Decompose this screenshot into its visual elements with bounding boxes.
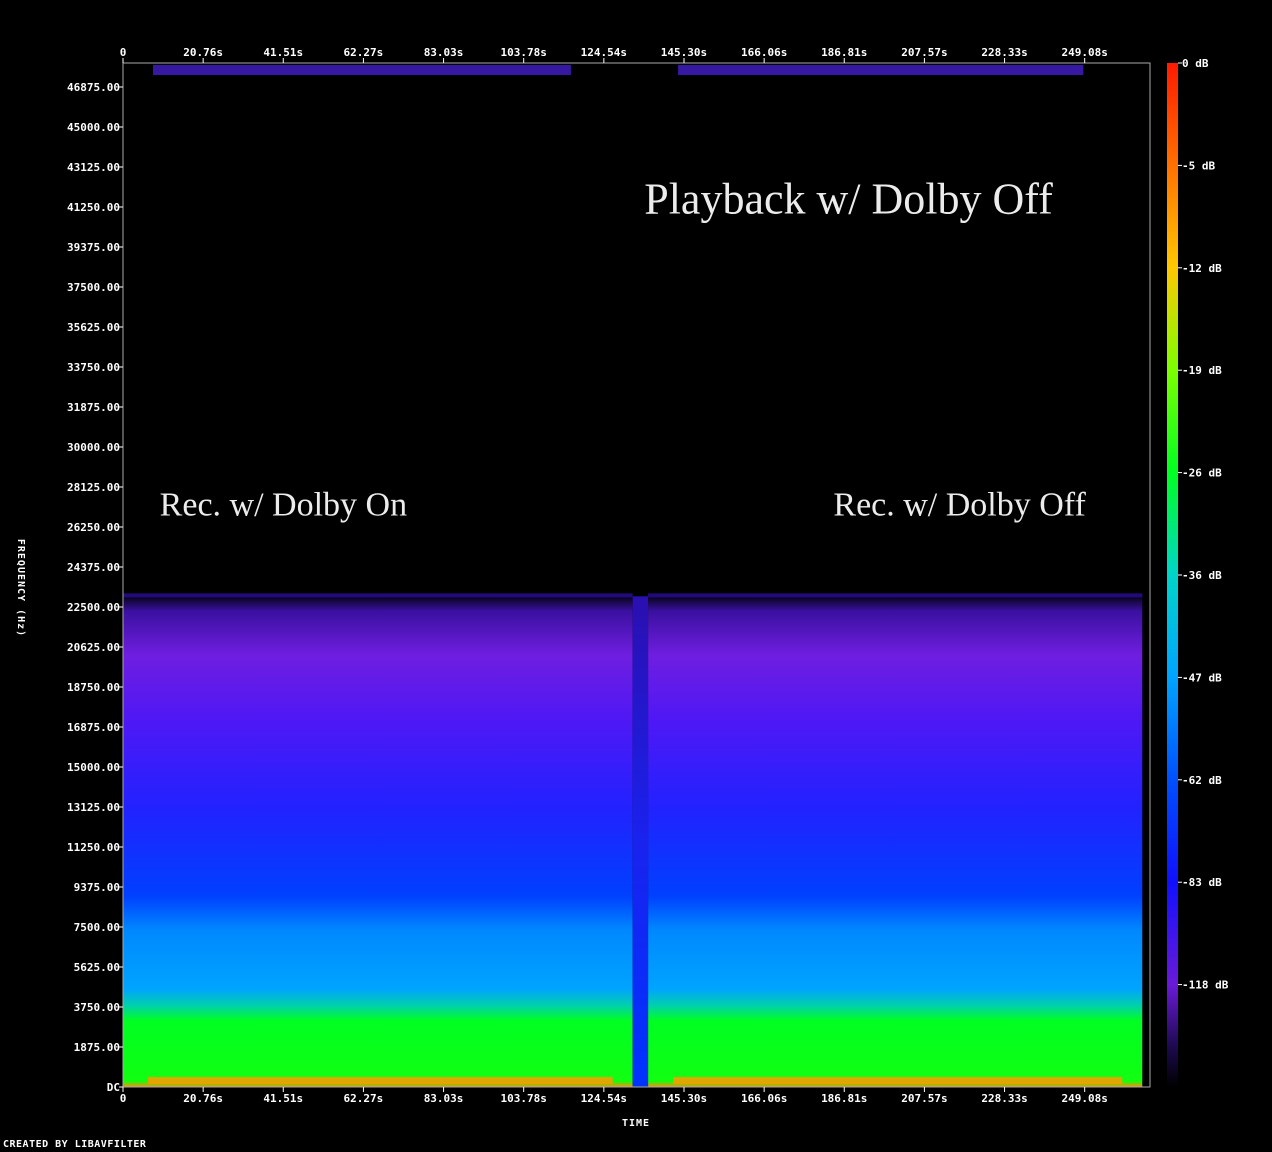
- x-tick-bottom-label: 145.30s: [661, 1092, 707, 1105]
- x-tick-top-label: 145.30s: [661, 46, 707, 59]
- colorbar-tick-label: -47 dB: [1182, 671, 1222, 684]
- y-tick-label: 45000.00: [67, 121, 120, 134]
- annotation-label: Rec. w/ Dolby Off: [833, 486, 1086, 523]
- x-tick-top-label: 124.54s: [581, 46, 627, 59]
- y-tick-label: 46875.00: [67, 81, 120, 94]
- top-artifact-2: [678, 65, 1084, 75]
- bass-band-2: [673, 1077, 1123, 1084]
- x-tick-top-label: 103.78s: [501, 46, 547, 59]
- colorbar-tick-label: -19 dB: [1182, 364, 1222, 377]
- y-tick-label: 37500.00: [67, 281, 120, 294]
- spectrum-segment-1: [123, 596, 633, 1087]
- x-tick-bottom-label: 62.27s: [344, 1092, 384, 1105]
- colorbar-tick-label: 0 dB: [1182, 57, 1209, 70]
- x-tick-top-label: 20.76s: [183, 46, 223, 59]
- x-tick-top-label: 249.08s: [1061, 46, 1107, 59]
- bass-band-1: [148, 1077, 613, 1084]
- y-tick-label: 39375.00: [67, 241, 120, 254]
- spectrum-top-edge-1: [123, 593, 633, 598]
- y-tick-label: 30000.00: [67, 441, 120, 454]
- x-tick-bottom-label: 186.81s: [821, 1092, 867, 1105]
- x-tick-bottom-label: 83.03s: [424, 1092, 464, 1105]
- y-tick-label: 1875.00: [74, 1041, 120, 1054]
- y-tick-label: 15000.00: [67, 761, 120, 774]
- y-tick-label: 35625.00: [67, 321, 120, 334]
- y-tick-label: 13125.00: [67, 801, 120, 814]
- x-axis-title: TIME: [622, 1118, 650, 1129]
- y-tick-label: 7500.00: [74, 921, 120, 934]
- top-artifact-1: [153, 65, 571, 75]
- x-tick-top-label: 83.03s: [424, 46, 464, 59]
- colorbar-tick-label: -12 dB: [1182, 262, 1222, 275]
- segment-gap: [632, 596, 649, 1087]
- y-tick-label: 43125.00: [67, 161, 120, 174]
- x-tick-bottom-label: 166.06s: [741, 1092, 787, 1105]
- y-tick-label: 20625.00: [67, 641, 120, 654]
- x-tick-top-label: 207.57s: [901, 46, 947, 59]
- x-tick-top-label: 228.33s: [981, 46, 1027, 59]
- annotation-label: Rec. w/ Dolby On: [160, 486, 407, 523]
- colorbar-legend: 0 dB -5 dB -12 dB -19 dB -26 dB -36 dB -47 dB -…: [1167, 57, 1229, 1087]
- x-tick-bottom-label: 124.54s: [581, 1092, 627, 1105]
- colorbar-tick-label: -62 dB: [1182, 774, 1222, 787]
- x-tick-top-label: 186.81s: [821, 46, 867, 59]
- y-tick-label: 41250.00: [67, 201, 120, 214]
- y-tick-label: 18750.00: [67, 681, 120, 694]
- x-tick-bottom-label: 20.76s: [183, 1092, 223, 1105]
- y-tick-label: 9375.00: [74, 881, 120, 894]
- colorbar-tick-label: -36 dB: [1182, 569, 1222, 582]
- x-tick-top-label: 0: [120, 46, 127, 59]
- spectrum-top-edge-2: [648, 593, 1143, 598]
- x-tick-bottom-label: 207.57s: [901, 1092, 947, 1105]
- y-tick-label: 24375.00: [67, 561, 120, 574]
- x-tick-bottom-label: 0: [120, 1092, 127, 1105]
- spectrum-segment-2: [648, 596, 1143, 1087]
- plot-border: [122, 62, 1151, 1088]
- y-tick-label: 22500.00: [67, 601, 120, 614]
- y-tick-label: 28125.00: [67, 481, 120, 494]
- annotation-label: Playback w/ Dolby Off: [644, 174, 1053, 223]
- y-tick-label: 26250.00: [67, 521, 120, 534]
- x-tick-bottom-label: 228.33s: [981, 1092, 1027, 1105]
- colorbar-tick-label: -118 dB: [1182, 979, 1229, 992]
- colorbar-gradient: [1167, 63, 1178, 1087]
- x-tick-top-label: 41.51s: [263, 46, 303, 59]
- x-axis-bottom: 0 20.76s 41.51s 62.27s 83.03s 103.78s 124.54s 1…: [120, 1087, 1108, 1105]
- y-tick-label: 11250.00: [67, 841, 120, 854]
- x-axis-top: 0 20.76s 41.51s 62.27s 83.03s 103.78s 124.54s 1…: [120, 46, 1108, 63]
- y-tick-label: 31875.00: [67, 401, 120, 414]
- x-tick-bottom-label: 249.08s: [1061, 1092, 1107, 1105]
- y-tick-label: 33750.00: [67, 361, 120, 374]
- x-tick-bottom-label: 41.51s: [263, 1092, 303, 1105]
- y-tick-label: 3750.00: [74, 1001, 120, 1014]
- y-tick-label: 5625.00: [74, 961, 120, 974]
- spectrogram-plot: [122, 62, 1151, 1088]
- y-axis: DC 1875.00 3750.00 5625.00 7500.00 9375.00 112…: [67, 81, 123, 1094]
- annotations: Playback w/ Dolby Off Rec. w/ Dolby On Rec…: [160, 174, 1087, 523]
- colorbar-tick-label: -26 dB: [1182, 467, 1222, 480]
- y-tick-label: 16875.00: [67, 721, 120, 734]
- x-tick-top-label: 166.06s: [741, 46, 787, 59]
- y-axis-title: FREQUENCY (Hz): [15, 539, 26, 637]
- x-tick-bottom-label: 103.78s: [501, 1092, 547, 1105]
- colorbar-tick-label: -5 dB: [1182, 159, 1215, 172]
- footer-credit: CREATED BY LIBAVFILTER: [3, 1139, 147, 1150]
- colorbar-tick-label: -83 dB: [1182, 876, 1222, 889]
- x-tick-top-label: 62.27s: [344, 46, 384, 59]
- y-tick-label: DC: [107, 1081, 120, 1094]
